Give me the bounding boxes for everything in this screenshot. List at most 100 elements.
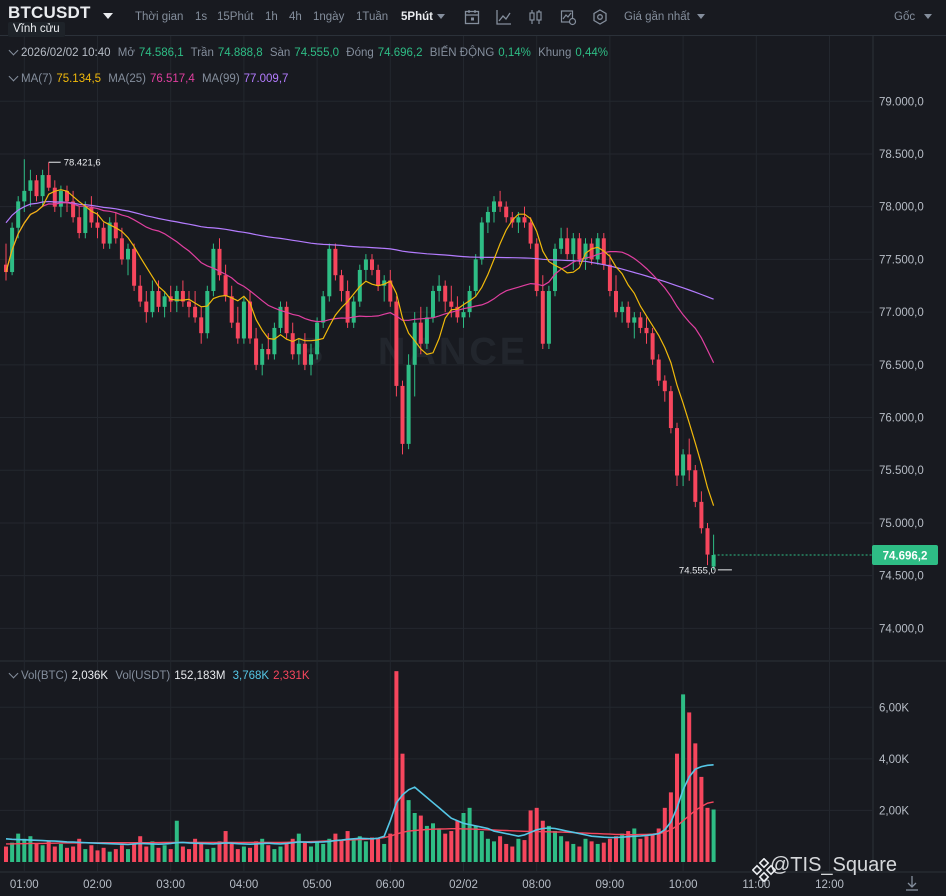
candle-body (187, 301, 191, 307)
candle-body (235, 322, 240, 339)
volume-bar (522, 840, 527, 862)
candle-body (241, 301, 246, 339)
volume-bar (553, 831, 557, 862)
volume-bar (601, 842, 606, 862)
candle (16, 196, 21, 239)
interval-4h[interactable]: 4h (289, 11, 302, 23)
time-tick-label: 02/02 (449, 879, 478, 891)
candle-body (424, 317, 429, 344)
ma-collapse-chevron-icon[interactable] (8, 71, 19, 82)
interval-1s[interactable]: 1s (195, 11, 208, 23)
candle (272, 322, 277, 360)
candle (254, 327, 259, 371)
candle (644, 317, 649, 344)
candle-body (711, 554, 716, 567)
symbol-selector[interactable]: BTCUSDT (8, 3, 91, 22)
volume-bar (187, 849, 191, 862)
ohlc-info-row: 2026/02/02 10:40 Mở 74.586,1 Trần 74.888,8… (0, 45, 612, 63)
candle (650, 327, 655, 365)
candle (614, 275, 618, 318)
candle (89, 196, 94, 228)
ma99-line (5, 200, 714, 300)
candle-body (577, 238, 582, 260)
symbol-chevron-down-icon[interactable] (103, 13, 113, 19)
interval-1h[interactable]: 1h (265, 11, 278, 23)
price-tick-label: 78.000,0 (879, 202, 924, 214)
volume-ma2-line (6, 801, 714, 845)
candle-body (614, 291, 618, 313)
volume-bar (309, 846, 313, 862)
ma-info-row: MA(7) 75.134,5 MA(25) 76.517,4 MA(99) 77.00… (0, 71, 292, 89)
candle-body (150, 291, 155, 313)
candle-body (546, 291, 551, 344)
candle-body (571, 238, 576, 255)
volume-bar (400, 753, 405, 862)
candle (528, 217, 533, 249)
collapse-chevron-icon[interactable] (8, 45, 19, 56)
candle-body (522, 217, 527, 223)
calendar-icon[interactable] (463, 8, 481, 26)
volume-bar (620, 833, 625, 862)
ma7-label: MA(7) (21, 73, 53, 85)
price-tick-label: 75.000,0 (879, 518, 924, 530)
candle-body (559, 238, 564, 249)
origin-selector[interactable]: Gốc (894, 11, 916, 23)
candle-body (174, 291, 179, 302)
volume-bar (345, 831, 350, 862)
candle (388, 269, 393, 307)
price-type-chevron-down-icon[interactable] (697, 14, 705, 19)
candle-body (4, 264, 8, 273)
min-price-marker-label: 74.555,0 (679, 565, 716, 576)
interval-1w[interactable]: 1Tuần (356, 11, 389, 23)
candle-body (272, 327, 277, 355)
binance-square-logo-icon (752, 858, 776, 882)
candle-body (180, 291, 185, 302)
candle-body (607, 264, 612, 292)
origin-chevron-down-icon[interactable] (924, 14, 932, 19)
candle (467, 285, 472, 318)
volume-tick-label: 4,00K (879, 754, 909, 766)
moving-average-lines (5, 189, 715, 506)
candle (174, 285, 179, 313)
volume-bar (241, 846, 246, 862)
time-tick-label: 11:00 (742, 879, 770, 891)
price-tick-label: 75.500,0 (879, 465, 924, 477)
volume-bar (382, 843, 387, 862)
price-type-selector[interactable]: Giá gần nhất (624, 11, 690, 23)
interval-5m-selected[interactable]: 5Phút (401, 11, 433, 23)
candle-body (668, 391, 673, 429)
volume-ma1-line (5, 764, 714, 846)
volume-bar (168, 849, 173, 862)
interval-chevron-down-icon[interactable] (437, 14, 445, 19)
candle (333, 243, 338, 281)
settings-icon[interactable] (591, 8, 609, 26)
indicators-icon[interactable] (559, 8, 577, 26)
candle (95, 211, 100, 239)
candle-body (693, 470, 698, 502)
candle-body (321, 296, 326, 323)
candle-body (284, 306, 289, 334)
interval-1d[interactable]: 1ngày (313, 11, 345, 23)
candle (345, 280, 350, 328)
candle (180, 280, 185, 307)
candle-body (16, 201, 21, 228)
volume-bar (473, 825, 478, 862)
volume-bar (711, 809, 716, 862)
time-tick-label: 03:00 (156, 879, 185, 891)
time-tick-label: 02:00 (83, 879, 112, 891)
candle (400, 380, 405, 455)
candle (52, 180, 57, 212)
open-label: Mở (117, 47, 135, 59)
volume-bar (668, 792, 673, 862)
candle (693, 464, 698, 508)
line-chart-icon[interactable] (495, 8, 513, 26)
candle-body (248, 301, 252, 339)
interval-15m[interactable]: 15Phút (217, 11, 254, 23)
price-tick-label: 76.500,0 (879, 360, 924, 372)
candle (351, 296, 356, 328)
vol-collapse-chevron-icon[interactable] (8, 668, 19, 679)
candle-body (351, 301, 356, 323)
candlestick-icon[interactable] (527, 8, 545, 26)
candle-body (46, 175, 51, 188)
